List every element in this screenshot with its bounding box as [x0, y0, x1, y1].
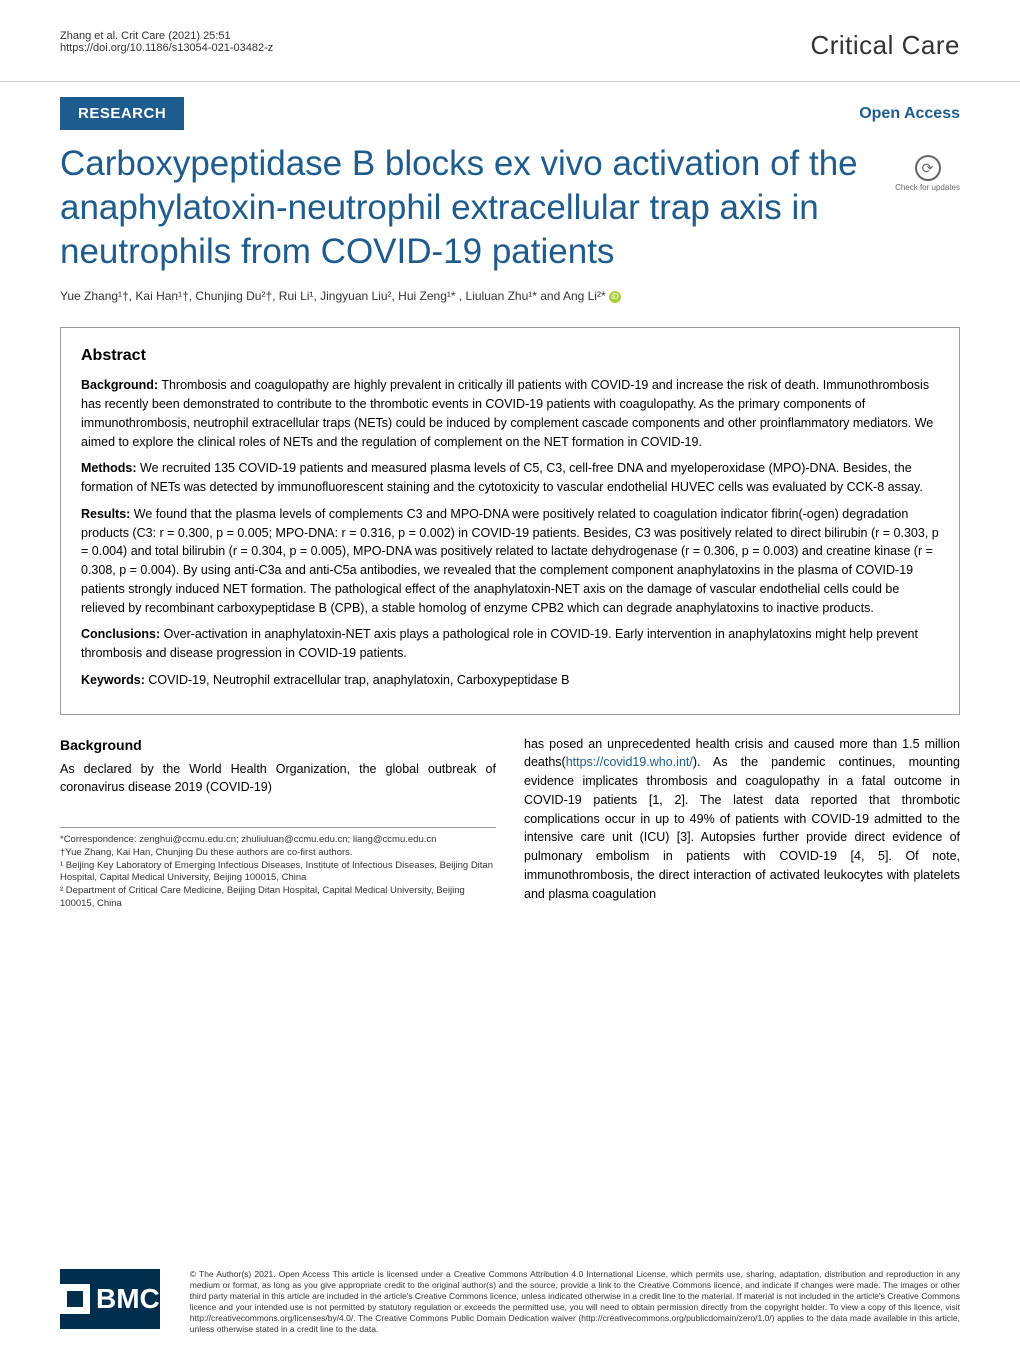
abstract-background-text: Thrombosis and coagulopathy are highly p… [81, 378, 933, 448]
orcid-icon[interactable]: iD [609, 291, 621, 303]
bmc-logo-icon [60, 1284, 90, 1314]
article-type-badge: RESEARCH [60, 97, 184, 130]
abstract-results: Results: We found that the plasma levels… [81, 505, 939, 618]
abstract-conclusions-label: Conclusions: [81, 627, 160, 641]
background-p1: As declared by the World Health Organiza… [60, 760, 496, 798]
open-access-label: Open Access [859, 105, 960, 123]
citation-text: Zhang et al. Crit Care (2021) 25:51 [60, 30, 273, 42]
abstract-results-label: Results: [81, 507, 130, 521]
license-text: © The Author(s) 2021. Open Access This a… [190, 1269, 960, 1335]
authors-text: Yue Zhang¹†, Kai Han¹†, Chunjing Du²†, R… [60, 289, 606, 303]
check-updates-icon: ⟳ [915, 155, 941, 181]
abstract-box: Abstract Background: Thrombosis and coag… [60, 327, 960, 714]
citation-block: Zhang et al. Crit Care (2021) 25:51 http… [60, 30, 273, 54]
right-column: has posed an unprecedented health crisis… [524, 735, 960, 911]
abstract-methods-label: Methods: [81, 461, 137, 475]
abstract-background: Background: Thrombosis and coagulopathy … [81, 376, 939, 451]
abstract-conclusions: Conclusions: Over-activation in anaphyla… [81, 625, 939, 663]
who-link[interactable]: https://covid19.who.int/ [566, 755, 693, 769]
doi-text: https://doi.org/10.1186/s13054-021-03482… [60, 42, 273, 54]
footnotes: *Correspondence: zenghui@ccmu.edu.cn; zh… [60, 827, 496, 911]
right-p1-text-b: ). As the pandemic continues, mounting e… [524, 755, 960, 900]
affiliation-1: ¹ Beijing Key Laboratory of Emerging Inf… [60, 860, 496, 886]
article-title: Carboxypeptidase B blocks ex vivo activa… [0, 130, 1020, 273]
abstract-heading: Abstract [81, 344, 939, 368]
affiliation-2: ² Department of Critical Care Medicine, … [60, 885, 496, 911]
check-updates-widget[interactable]: ⟳ Check for updates [895, 155, 960, 192]
body-columns: Background As declared by the World Heal… [0, 715, 1020, 911]
page-footer: BMC © The Author(s) 2021. Open Access Th… [60, 1269, 960, 1335]
abstract-keywords-text: COVID-19, Neutrophil extracellular trap,… [145, 673, 570, 687]
abstract-keywords-label: Keywords: [81, 673, 145, 687]
bmc-logo: BMC [60, 1269, 160, 1329]
abstract-methods: Methods: We recruited 135 COVID-19 patie… [81, 459, 939, 497]
meta-row: RESEARCH Open Access [0, 97, 1020, 130]
journal-name: Critical Care [810, 30, 960, 61]
bmc-logo-text: BMC [96, 1283, 160, 1315]
abstract-background-label: Background: [81, 378, 158, 392]
abstract-methods-text: We recruited 135 COVID-19 patients and m… [81, 461, 923, 494]
page-header: Zhang et al. Crit Care (2021) 25:51 http… [0, 0, 1020, 82]
left-column: Background As declared by the World Heal… [60, 735, 496, 911]
correspondence-line: *Correspondence: zenghui@ccmu.edu.cn; zh… [60, 834, 496, 847]
background-heading: Background [60, 735, 496, 756]
abstract-keywords: Keywords: COVID-19, Neutrophil extracell… [81, 671, 939, 690]
right-p1: has posed an unprecedented health crisis… [524, 735, 960, 904]
cofirst-line: †Yue Zhang, Kai Han, Chunjing Du these a… [60, 847, 496, 860]
authors-line: Yue Zhang¹†, Kai Han¹†, Chunjing Du²†, R… [0, 273, 1020, 305]
check-updates-label: Check for updates [895, 183, 960, 192]
abstract-conclusions-text: Over-activation in anaphylatoxin-NET axi… [81, 627, 918, 660]
abstract-results-text: We found that the plasma levels of compl… [81, 507, 939, 615]
